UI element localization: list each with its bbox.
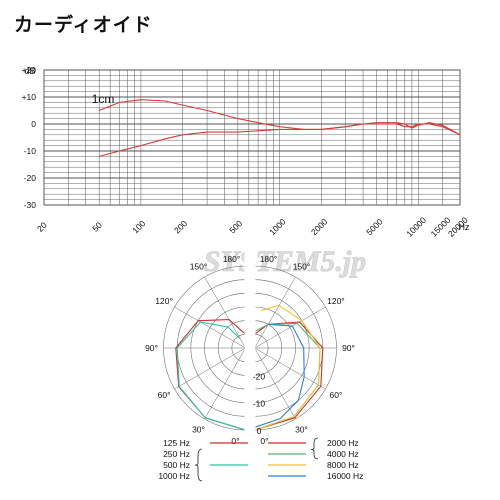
y-tick-label: 0 — [31, 119, 36, 129]
polar-pattern-chart: SYSTEM5.jp 180°150°120°90°60°30°0° 180°1… — [145, 245, 367, 482]
x-tick-label: 200 — [172, 218, 189, 235]
center-separator — [244, 246, 256, 440]
polar-series-125-hz — [175, 319, 246, 431]
plot-frame — [43, 69, 461, 206]
angle-label: 0° — [260, 436, 268, 446]
angle-label: 120° — [155, 296, 173, 306]
watermark: SYSTEM5.jp — [204, 245, 367, 278]
response-curve-2 — [98, 99, 461, 136]
radial-label: -10 — [253, 399, 266, 409]
polar-spoke — [254, 306, 326, 349]
x-tick-label: 1000 — [267, 216, 288, 237]
polar-spoke — [204, 276, 246, 349]
legend-label: 2000 Hz — [327, 438, 359, 448]
angle-label: 60° — [329, 390, 342, 400]
x-tick-label: 10000 — [404, 215, 428, 239]
polar-series-16000-hz — [254, 323, 305, 428]
y-tick-label: +10 — [22, 92, 37, 102]
x-tick-label: 2000 — [309, 216, 330, 237]
angle-label: 30° — [192, 424, 205, 434]
polar-spoke — [254, 276, 296, 349]
polar-spoke — [254, 347, 296, 420]
radial-label: -20 — [253, 371, 266, 381]
legend-label: 8000 Hz — [327, 460, 359, 470]
x-tick-label: 50 — [90, 220, 104, 234]
y-tick-label: -30 — [24, 200, 37, 210]
legend-label: 500 Hz — [163, 460, 190, 470]
legend-label: 250 Hz — [163, 449, 190, 459]
polar-spoke — [174, 306, 246, 349]
angle-label: 0° — [231, 436, 239, 446]
polar-series-8000-hz — [254, 304, 321, 431]
y-tick-label: -20 — [24, 173, 37, 183]
angle-label: 120° — [327, 296, 345, 306]
annotations: 1cm — [92, 92, 115, 106]
polar-right-half: 180° 150° 120° 90° 60° 30° 0° -20 -10 0 — [244, 246, 355, 446]
y-tick-labels: +20 +10 0 -10 -20 -30 — [22, 65, 37, 210]
legend-label: 1000 Hz — [158, 471, 190, 481]
polar-spoke — [254, 347, 326, 390]
x-tick-label: 20 — [35, 220, 49, 234]
curve-annotation: 1cm — [92, 92, 115, 106]
x-tick-label: 5000 — [364, 216, 385, 237]
angle-label: 60° — [158, 390, 171, 400]
x-axis-unit: Hz — [459, 222, 470, 232]
polar-left-half: 180° 150° 120° 90° 60° 30° 0° — [145, 254, 246, 446]
y-axis-unit: dB — [24, 66, 35, 76]
x-tick-label: 500 — [227, 218, 244, 235]
frequency-response-chart: dB Hz +20 +10 0 -10 -20 -30 20 50 100 200 500 1000… — [22, 65, 470, 239]
frequency-curves — [98, 99, 461, 157]
legend-brace-left — [194, 448, 203, 482]
angle-label: 150° — [293, 262, 311, 272]
radial-label: 0 — [257, 426, 262, 436]
legend-label: 125 Hz — [163, 438, 190, 448]
x-tick-label: 100 — [130, 218, 147, 235]
legend-brace-right — [310, 437, 319, 460]
y-tick-label: +20 — [22, 65, 37, 75]
page-title: カーディオイド — [14, 14, 153, 36]
angle-label: 30° — [295, 424, 308, 434]
polar-spoke — [174, 347, 246, 390]
angle-label: 150° — [190, 262, 208, 272]
polar-spoke — [204, 347, 246, 420]
angle-label: 180° — [223, 254, 241, 264]
angle-label: 90° — [342, 343, 355, 353]
legend-label: 4000 Hz — [327, 449, 359, 459]
angle-label: 180° — [260, 254, 278, 264]
y-tick-label: -10 — [24, 146, 37, 156]
polar-series-250-1000-hz — [176, 321, 246, 431]
frequency-grid — [43, 69, 461, 206]
angle-label: 90° — [145, 343, 158, 353]
legend-label: 16000 Hz — [327, 471, 363, 481]
